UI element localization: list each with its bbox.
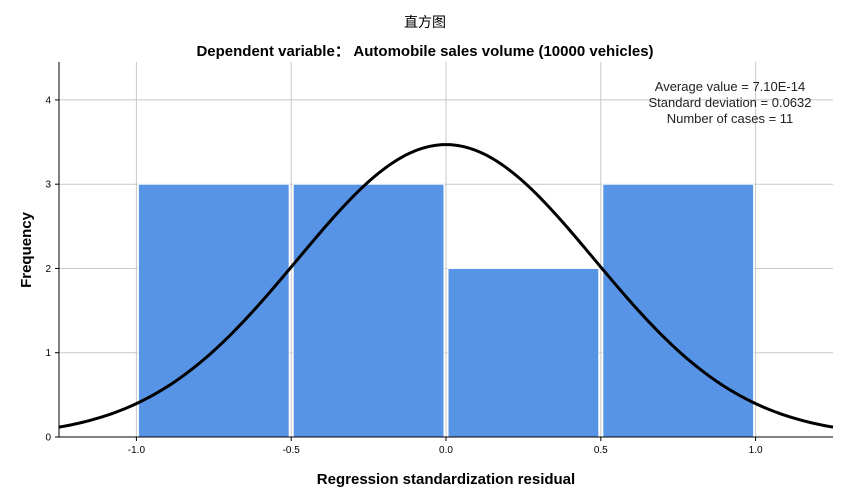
stat-average: Average value = 7.10E-14: [655, 79, 805, 94]
x-tick-label: -0.5: [283, 445, 301, 456]
x-axis-label: Regression standardization residual: [317, 471, 575, 488]
x-tick-label: 0.0: [439, 445, 453, 456]
x-tick-label: -1.0: [128, 445, 146, 456]
y-tick-label: 0: [45, 433, 51, 444]
y-tick-label: 2: [45, 264, 51, 275]
tick-labels: -1.0 -0.5 0.0 0.5 1.0 0 1 2 3 4: [45, 95, 763, 456]
chart-subtitle: Dependent variable： Automobile sales vol…: [196, 43, 653, 60]
x-tick-label: 0.5: [594, 445, 608, 456]
normal-curve-line: [58, 143, 834, 429]
stat-std-dev: Standard deviation = 0.0632: [649, 95, 812, 110]
y-tick-label: 4: [45, 95, 51, 106]
chart-title: 直方图: [404, 14, 446, 31]
x-tick-label: 1.0: [749, 445, 763, 456]
stat-count: Number of cases = 11: [667, 111, 794, 126]
histogram-bar: [292, 183, 445, 438]
stats-box: Average value = 7.10E-14 Standard deviat…: [649, 79, 812, 126]
y-tick-label: 1: [45, 348, 51, 359]
histogram-bar: [447, 267, 600, 438]
y-tick-label: 3: [45, 180, 51, 191]
histogram-bar: [602, 183, 755, 438]
histogram-bar: [137, 183, 290, 438]
y-axis-label: Frequency: [18, 211, 35, 288]
normal-curve: [58, 143, 834, 429]
